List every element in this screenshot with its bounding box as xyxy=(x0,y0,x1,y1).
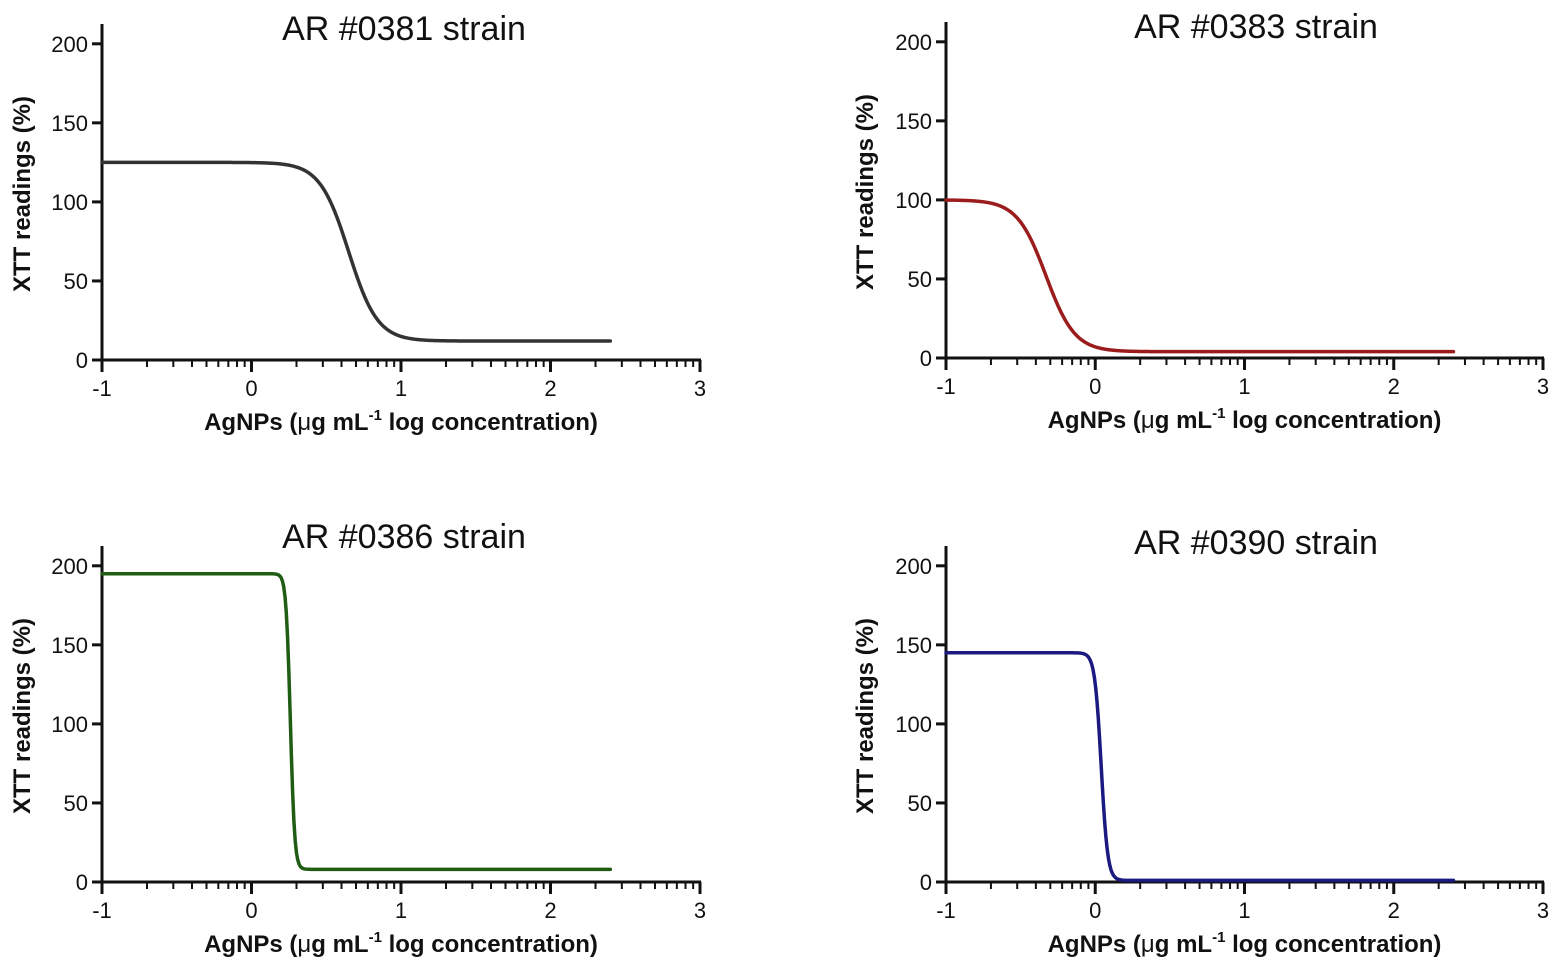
y-tick-label: 50 xyxy=(64,791,88,816)
x-tick-label: 0 xyxy=(1089,374,1101,399)
x-axis-label-part: AgNPs ( xyxy=(1048,407,1141,434)
x-axis-label-part: -1 xyxy=(1212,405,1225,422)
x-axis-label-part: log concentration) xyxy=(382,409,598,436)
x-tick-label: -1 xyxy=(92,898,112,923)
x-axis-label-part: -1 xyxy=(1212,929,1225,946)
x-tick-label: 2 xyxy=(1388,898,1400,923)
y-axis-label: XTT readings (%) xyxy=(9,96,36,292)
y-tick-label: 200 xyxy=(895,30,932,55)
x-axis-label-part: g mL xyxy=(1155,407,1212,434)
y-tick-label: 150 xyxy=(895,109,932,134)
x-tick-label: -1 xyxy=(936,898,956,923)
dose-response-curve xyxy=(100,160,613,343)
y-tick-label: 50 xyxy=(64,269,88,294)
x-tick-label: 0 xyxy=(1089,898,1101,923)
x-axis-label: AgNPs (μg mL-1 log concentration) xyxy=(204,407,598,436)
x-axis-label: AgNPs (μg mL-1 log concentration) xyxy=(204,929,598,958)
y-tick-label: 200 xyxy=(51,554,88,579)
x-tick-label: 0 xyxy=(245,898,257,923)
x-tick-label: -1 xyxy=(92,376,112,401)
x-tick-label: 3 xyxy=(694,376,706,401)
y-tick-label: 100 xyxy=(51,712,88,737)
y-tick-label: 100 xyxy=(51,190,88,215)
y-tick-label: 200 xyxy=(895,554,932,579)
dose-response-curve xyxy=(944,651,1456,883)
y-axis-label: XTT readings (%) xyxy=(852,618,879,814)
chart-title: AR #0381 strain xyxy=(282,10,526,48)
x-tick-label: 3 xyxy=(694,898,706,923)
x-tick-label: 2 xyxy=(1388,374,1400,399)
x-tick-label: 0 xyxy=(245,376,257,401)
x-axis-label-part: AgNPs ( xyxy=(1048,931,1141,958)
y-tick-label: 50 xyxy=(908,791,932,816)
x-tick-label: 1 xyxy=(1238,898,1250,923)
x-tick-label: 2 xyxy=(544,376,556,401)
x-axis-label-part: AgNPs ( xyxy=(204,409,297,436)
x-axis-label-part: log concentration) xyxy=(382,931,598,958)
x-axis-label-part: -1 xyxy=(369,407,382,424)
x-axis-label-part: μ xyxy=(1141,931,1155,958)
dose-response-curve xyxy=(100,571,613,872)
y-tick-label: 0 xyxy=(76,348,88,373)
x-tick-label: 2 xyxy=(544,898,556,923)
x-tick-label: 1 xyxy=(1238,374,1250,399)
x-axis-label-part: log concentration) xyxy=(1225,407,1441,434)
y-tick-label: 100 xyxy=(895,188,932,213)
x-axis-label-part: AgNPs ( xyxy=(204,931,297,958)
x-axis-label: AgNPs (μg mL-1 log concentration) xyxy=(1048,405,1442,434)
x-axis-label-part: log concentration) xyxy=(1225,931,1441,958)
chart-title: AR #0390 strain xyxy=(1134,524,1378,562)
y-tick-label: 50 xyxy=(908,267,932,292)
y-tick-label: 150 xyxy=(895,633,932,658)
x-axis-label-part: μ xyxy=(1141,407,1155,434)
chart-title: AR #0383 strain xyxy=(1134,8,1378,46)
y-tick-label: 0 xyxy=(920,870,932,895)
x-axis-label-part: μ xyxy=(297,931,311,958)
x-tick-label: 1 xyxy=(395,898,407,923)
dose-response-curve xyxy=(944,198,1456,354)
y-axis-label: XTT readings (%) xyxy=(852,94,879,290)
x-axis-label-part: μ xyxy=(297,409,311,436)
x-axis-label-part: g mL xyxy=(311,931,368,958)
chart-title: AR #0386 strain xyxy=(282,518,526,556)
x-axis-label-part: -1 xyxy=(369,929,382,946)
y-tick-label: 150 xyxy=(51,111,88,136)
x-axis-label-part: g mL xyxy=(1155,931,1212,958)
y-tick-label: 0 xyxy=(920,346,932,371)
y-tick-label: 0 xyxy=(76,870,88,895)
x-tick-label: 1 xyxy=(395,376,407,401)
x-tick-label: -1 xyxy=(936,374,956,399)
y-tick-label: 100 xyxy=(895,712,932,737)
x-axis-label: AgNPs (μg mL-1 log concentration) xyxy=(1048,929,1442,958)
x-axis-label-part: g mL xyxy=(311,409,368,436)
y-tick-label: 200 xyxy=(51,32,88,57)
y-tick-label: 150 xyxy=(51,633,88,658)
x-tick-label: 3 xyxy=(1537,374,1549,399)
x-tick-label: 3 xyxy=(1537,898,1549,923)
y-axis-label: XTT readings (%) xyxy=(9,618,36,814)
